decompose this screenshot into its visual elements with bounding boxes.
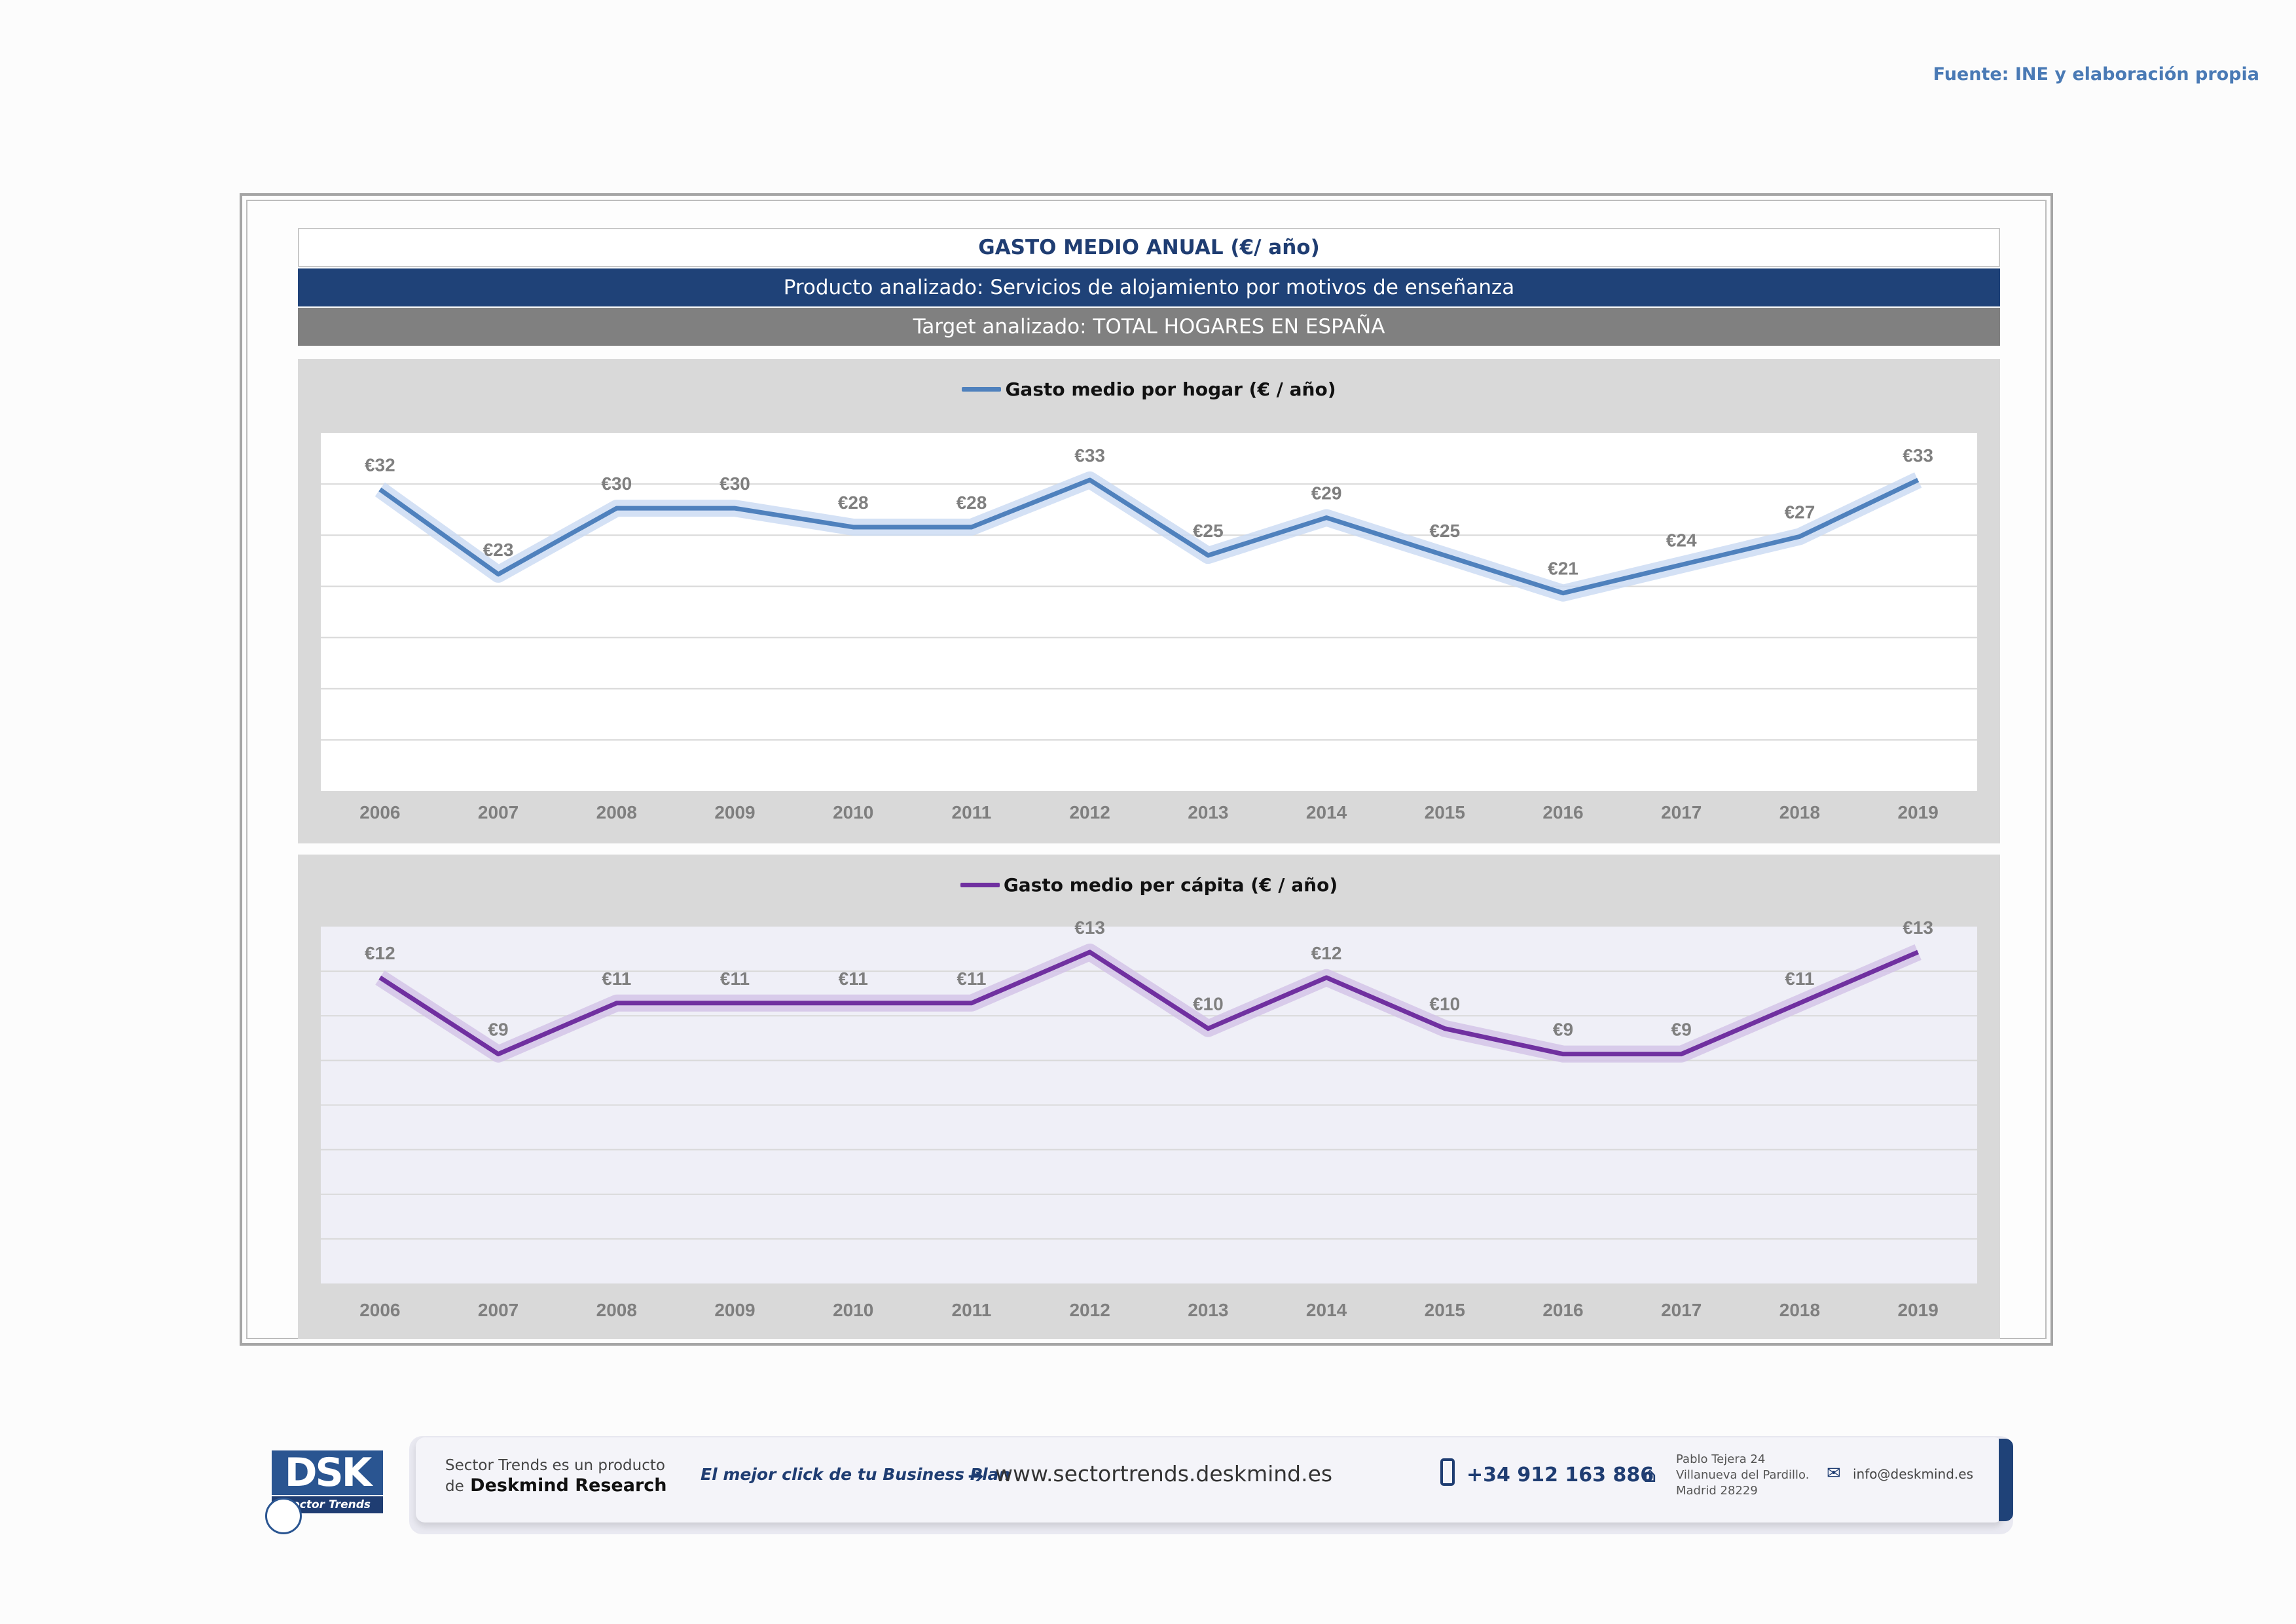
x-tick-label: 2007 — [478, 1300, 519, 1320]
x-tick-label: 2011 — [952, 1300, 992, 1320]
chart-gasto-hogar: €32 €23 €30 €30 €28 €28 €33 €25 €29 €25 €21 €24 €27 €… — [298, 359, 2000, 843]
data-label: €23 — [483, 540, 514, 560]
data-label: €21 — [1548, 559, 1578, 579]
data-label: €10 — [1429, 994, 1460, 1014]
x-tick-label: 2012 — [1069, 802, 1110, 822]
data-label: €9 — [1553, 1020, 1573, 1040]
data-label: €13 — [1074, 917, 1105, 938]
x-tick-label: 2015 — [1425, 1300, 1465, 1320]
series-line — [378, 477, 1920, 596]
website-link[interactable]: www.sectortrends.deskmind.es — [995, 1461, 1333, 1486]
data-label: €12 — [365, 943, 395, 963]
data-label: €13 — [1903, 917, 1933, 938]
x-tick-label: 2013 — [1188, 1300, 1228, 1320]
data-label: €28 — [957, 492, 987, 513]
chart-legend: Gasto medio por hogar (€ / año) — [298, 378, 2000, 400]
data-label: €33 — [1903, 445, 1933, 466]
email-link[interactable]: info@deskmind.es — [1853, 1466, 1974, 1482]
data-label: €32 — [365, 454, 395, 475]
home-icon: ⌂ — [1643, 1462, 1657, 1487]
plot-area — [321, 433, 1977, 791]
x-tick-label: 2019 — [1897, 802, 1938, 822]
x-tick-label: 2013 — [1188, 802, 1228, 822]
data-label: €28 — [838, 492, 869, 513]
x-tick-label: 2019 — [1897, 1300, 1938, 1320]
data-label: €9 — [1671, 1020, 1692, 1040]
legend-label: Gasto medio por hogar (€ / año) — [1005, 378, 1336, 400]
x-tick-label: 2018 — [1779, 802, 1820, 822]
producto-pre: de — [445, 1478, 464, 1495]
producto-brand-line: de Deskmind Research — [445, 1475, 667, 1496]
series-line — [378, 950, 1920, 1057]
data-label: €33 — [1074, 445, 1105, 466]
data-label: €11 — [1785, 969, 1814, 989]
footer-accent-bar — [1999, 1439, 2013, 1521]
data-label: €9 — [488, 1020, 508, 1040]
phone-icon — [1440, 1458, 1455, 1486]
x-tick-label: 2008 — [596, 1300, 637, 1320]
x-tick-label: 2015 — [1425, 802, 1465, 822]
chart-gasto-capita: €12 €9 €11 €11 €11 €11 €13 €10 €12 €10 €9 €9 €11 €13 2… — [298, 855, 2000, 1339]
data-label: €27 — [1785, 502, 1815, 522]
x-tick-label: 2012 — [1069, 1300, 1110, 1320]
data-label: €11 — [839, 969, 868, 989]
x-tick-label: 2018 — [1779, 1300, 1820, 1320]
legend-swatch — [962, 387, 1002, 392]
x-tick-label: 2011 — [952, 802, 992, 822]
target-banner: Target analizado: TOTAL HOGARES EN ESPAÑ… — [298, 308, 2000, 346]
data-label: €30 — [720, 473, 750, 494]
x-tick-label: 2009 — [714, 802, 755, 822]
data-label: €29 — [1311, 483, 1342, 504]
product-banner: Producto analizado: Servicios de alojami… — [298, 268, 2000, 306]
x-tick-label: 2014 — [1306, 1300, 1347, 1320]
legend-swatch — [960, 883, 1000, 887]
data-label: €25 — [1193, 521, 1224, 541]
report-title: GASTO MEDIO ANUAL (€/ año) — [298, 228, 2000, 267]
producto-brand: Deskmind Research — [470, 1475, 667, 1496]
x-tick-label: 2014 — [1306, 802, 1347, 822]
link-arrow-icon: ➔ — [968, 1465, 985, 1488]
x-tick-label: 2010 — [833, 802, 873, 822]
data-label: €30 — [601, 473, 632, 494]
logo-mark: DSK — [272, 1450, 383, 1496]
chart-canvas: €12 €9 €11 €11 €11 €11 €13 €10 €12 €10 €9 €9 €11 €13 2… — [321, 917, 1977, 1320]
x-tick-label: 2017 — [1661, 1300, 1702, 1320]
x-tick-label: 2008 — [596, 802, 637, 822]
x-tick-label: 2006 — [359, 802, 400, 822]
footer-banner — [416, 1437, 2003, 1522]
data-label: €11 — [720, 969, 750, 989]
dsk-logo[interactable]: DSK Sector Trends — [265, 1450, 383, 1534]
source-note: Fuente: INE y elaboración propia — [1933, 64, 2259, 84]
address: Pablo Tejera 24 Villanueva del Pardillo.… — [1676, 1452, 1809, 1499]
x-tick-label: 2010 — [833, 1300, 873, 1320]
address-line: Madrid 28229 — [1676, 1484, 1758, 1498]
footer: DSK Sector Trends Sector Trends es un pr… — [242, 1431, 2023, 1536]
slogan: El mejor click de tu Business Plan — [701, 1465, 1011, 1484]
x-tick-label: 2016 — [1542, 1300, 1583, 1320]
address-line: Pablo Tejera 24 — [1676, 1452, 1766, 1466]
mail-icon: ✉ — [1827, 1464, 1841, 1483]
data-label: €11 — [957, 969, 986, 989]
chart-canvas: €32 €23 €30 €30 €28 €28 €33 €25 €29 €25 €21 €24 €27 €… — [321, 433, 1977, 822]
producto-line: Sector Trends es un producto — [445, 1457, 665, 1474]
phone-number[interactable]: +34 912 163 886 — [1467, 1464, 1654, 1486]
data-label: €10 — [1193, 994, 1224, 1014]
data-label: €12 — [1311, 943, 1342, 963]
data-label: €11 — [602, 969, 631, 989]
x-tick-label: 2017 — [1661, 802, 1702, 822]
legend-label: Gasto medio per cápita (€ / año) — [1003, 874, 1338, 896]
chart-legend: Gasto medio per cápita (€ / año) — [298, 874, 2000, 896]
paper-plane-icon — [265, 1498, 302, 1534]
address-line: Villanueva del Pardillo. — [1676, 1468, 1810, 1482]
x-tick-label: 2016 — [1542, 802, 1583, 822]
x-tick-label: 2009 — [714, 1300, 755, 1320]
data-label: €25 — [1429, 521, 1460, 541]
data-label: €24 — [1666, 530, 1697, 551]
x-tick-label: 2006 — [359, 1300, 400, 1320]
x-tick-label: 2007 — [478, 802, 519, 822]
